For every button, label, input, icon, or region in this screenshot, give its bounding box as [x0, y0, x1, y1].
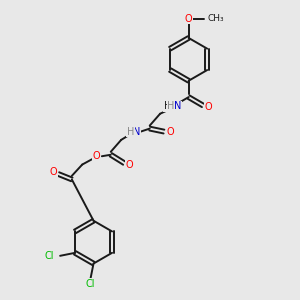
- Text: H: H: [167, 101, 175, 111]
- Text: O: O: [125, 160, 133, 170]
- Text: HN: HN: [164, 101, 179, 111]
- Text: Cl: Cl: [45, 251, 54, 261]
- Text: O: O: [185, 14, 193, 24]
- Text: O: O: [204, 103, 212, 112]
- Text: H: H: [127, 127, 134, 136]
- Text: O: O: [93, 151, 100, 161]
- Text: O: O: [166, 127, 174, 136]
- Text: N: N: [174, 101, 182, 111]
- Text: N: N: [133, 127, 141, 136]
- Text: Cl: Cl: [85, 279, 95, 289]
- Text: O: O: [50, 167, 57, 177]
- Text: CH₃: CH₃: [207, 14, 224, 23]
